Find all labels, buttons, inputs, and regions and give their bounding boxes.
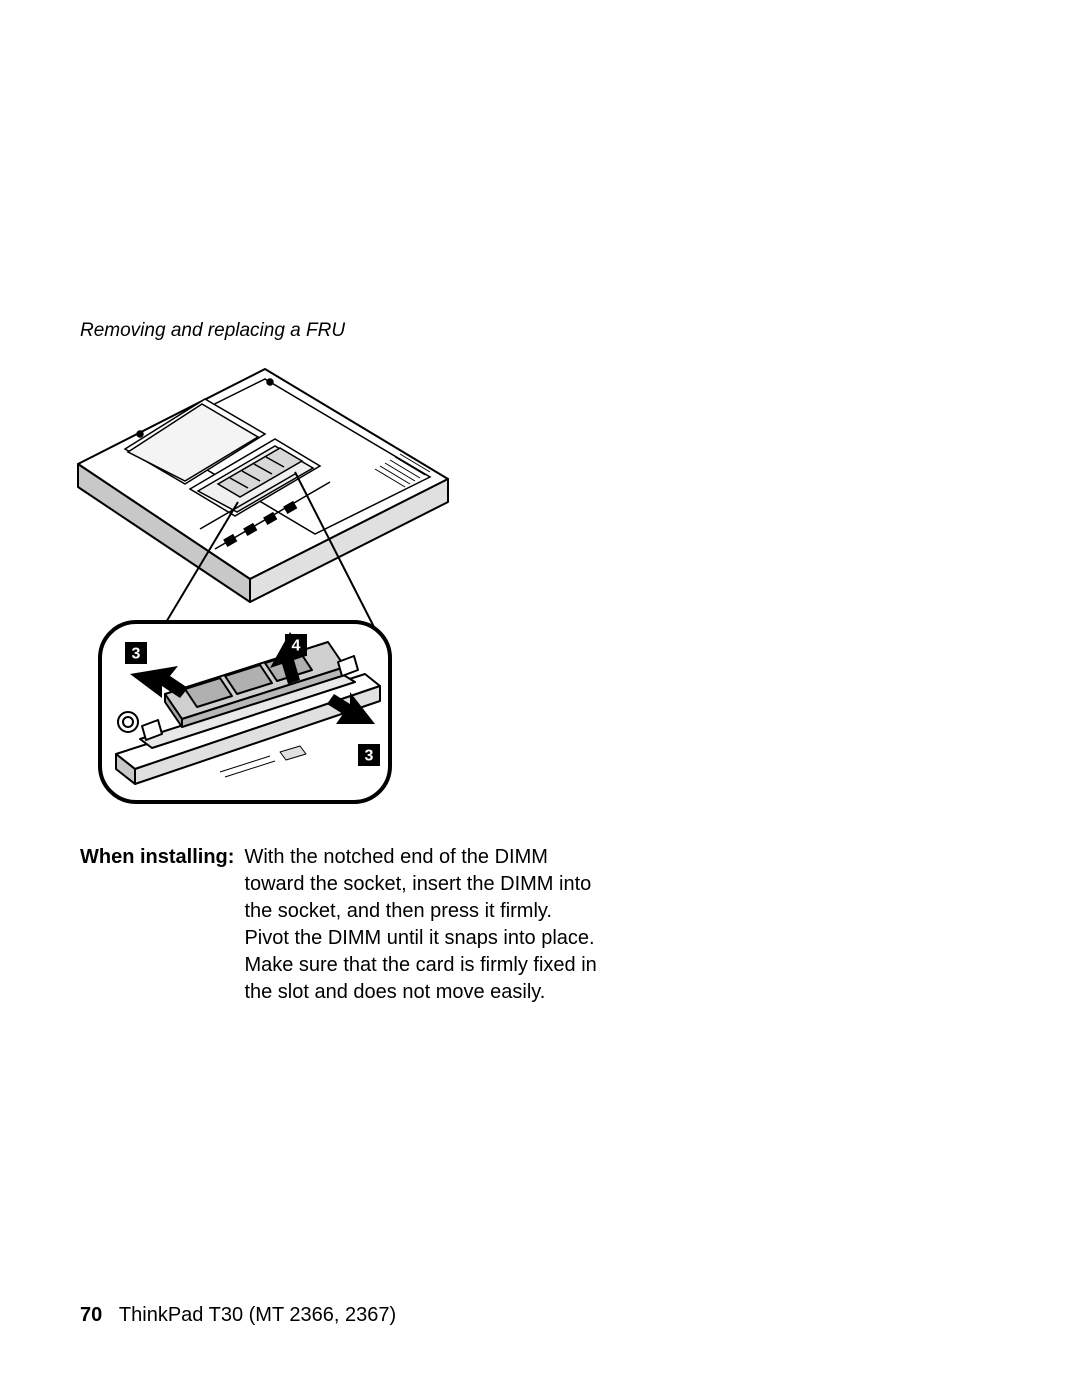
instruction-label: When installing: [80,844,234,1006]
callout-3-left: 3 [125,642,147,664]
page-footer: 70 ThinkPad T30 (MT 2366, 2367) [80,1304,396,1327]
dimm-removal-diagram: 3 4 3 [70,354,460,814]
instruction-body: With the notched end of the DIMM toward … [244,844,600,1006]
svg-text:3: 3 [365,748,374,765]
page-number: 70 [80,1304,102,1326]
svg-text:4: 4 [292,638,301,655]
callout-3-right: 3 [358,744,380,766]
detail-bubble: 3 4 3 [100,622,390,802]
document-page: Removing and replacing a FRU [0,0,1080,1397]
footer-title: ThinkPad T30 (MT 2366, 2367) [119,1304,396,1326]
running-header: Removing and replacing a FRU [80,320,1000,342]
callout-4: 4 [285,634,307,656]
installation-instruction: When installing: With the notched end of… [80,844,600,1006]
svg-text:3: 3 [132,646,141,663]
